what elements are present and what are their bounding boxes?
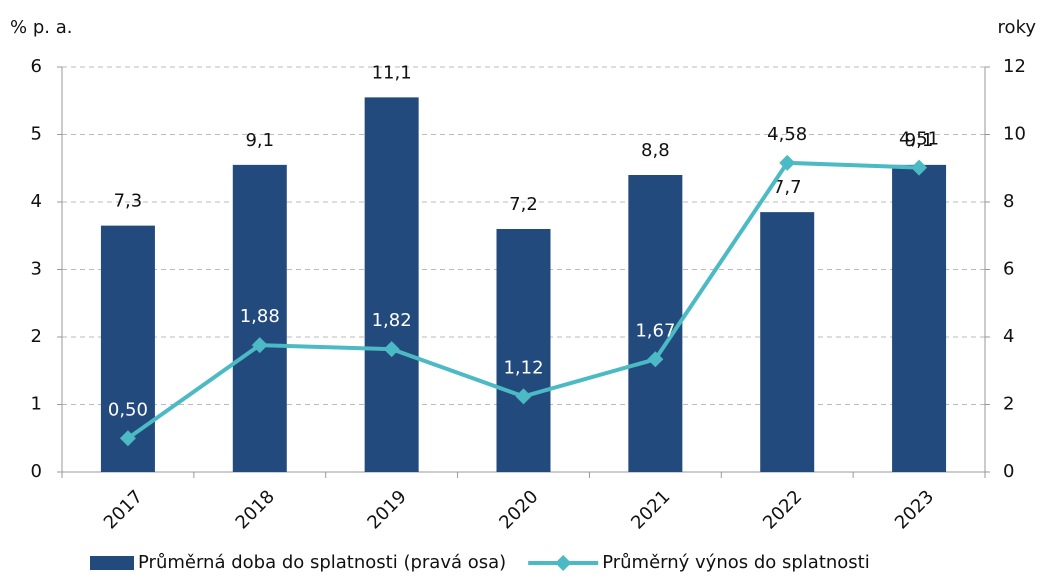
y2-tick-label: 0 (1003, 461, 1014, 482)
line-marker (251, 337, 268, 354)
bar-value-label: 9,1 (245, 130, 274, 151)
x-tick-label: 2022 (759, 486, 806, 533)
legend-label: Průměrná doba do splatnosti (pravá osa) (138, 552, 506, 573)
legend-marker (555, 555, 572, 571)
line-value-label: 1,12 (503, 357, 543, 378)
x-tick-label: 2023 (891, 486, 938, 533)
x-tick-label: 2019 (363, 486, 410, 533)
y2-tick-label: 6 (1003, 259, 1014, 280)
line-marker (119, 430, 136, 447)
y2-axis-label: roky (998, 17, 1037, 38)
line-value-label: 1,88 (240, 306, 280, 327)
bar-value-label: 7,2 (509, 194, 538, 215)
line-marker (647, 351, 664, 368)
bar (496, 229, 551, 472)
y-tick-label: 6 (31, 56, 42, 77)
line-marker (515, 388, 532, 405)
x-tick-label: 2020 (495, 486, 542, 533)
y-tick-label: 1 (31, 394, 42, 415)
line-marker (779, 154, 796, 171)
y-axis-label: % p. a. (10, 17, 72, 38)
line-marker (383, 341, 400, 358)
y2-tick-label: 10 (1003, 124, 1026, 145)
y2-tick-label: 12 (1003, 56, 1026, 77)
y2-tick-label: 4 (1003, 326, 1014, 347)
y2-tick-label: 8 (1003, 191, 1014, 212)
y-tick-label: 0 (31, 461, 42, 482)
y-tick-label: 4 (31, 191, 42, 212)
line-value-label: 1,82 (372, 310, 412, 331)
line-value-label: 4,58 (767, 124, 807, 145)
line-value-label: 1,67 (635, 320, 675, 341)
bar-value-label: 8,8 (641, 140, 670, 161)
y2-tick-label: 2 (1003, 394, 1014, 415)
bar-value-label: 7,7 (773, 177, 802, 198)
y-tick-label: 3 (31, 259, 42, 280)
bar-value-label: 11,1 (372, 62, 412, 83)
legend-swatch (90, 556, 134, 570)
bar-value-label: 9,1 (905, 130, 934, 151)
y-tick-label: 5 (31, 124, 42, 145)
x-tick-label: 2018 (232, 486, 279, 533)
x-tick-label: 2017 (100, 486, 147, 533)
line-marker (911, 159, 928, 176)
y-tick-label: 2 (31, 326, 42, 347)
bar (760, 212, 815, 472)
x-tick-label: 2021 (627, 486, 674, 533)
bar (892, 164, 947, 472)
bar (364, 97, 419, 472)
bar (232, 164, 287, 472)
line-value-label: 4,51 (899, 129, 939, 150)
legend-label: Průměrný výnos do splatnosti (602, 552, 870, 573)
bar (628, 175, 683, 472)
line-value-label: 0,50 (108, 399, 148, 420)
bar-value-label: 7,3 (114, 191, 143, 212)
